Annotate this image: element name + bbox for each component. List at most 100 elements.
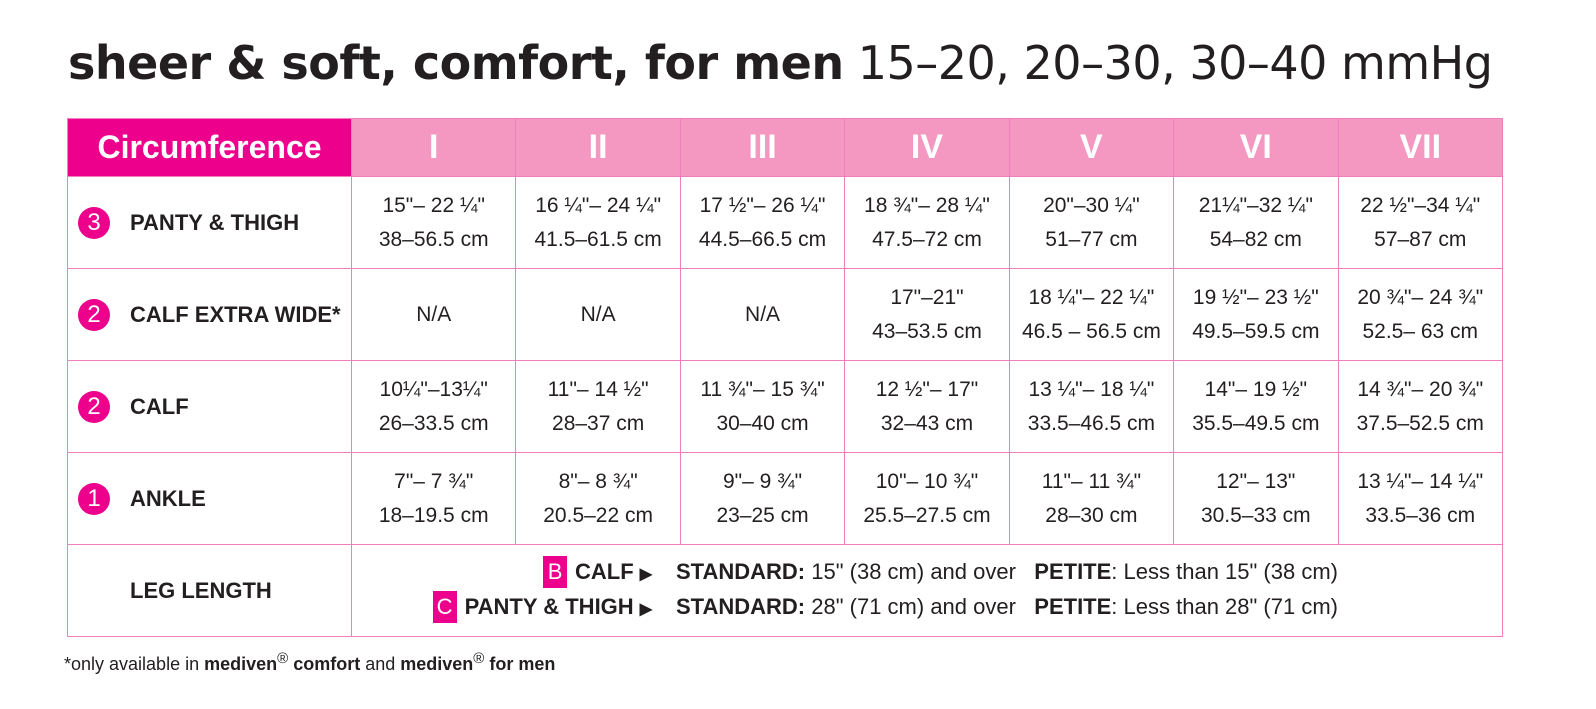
inches-value: 18 ¼"– 22 ¼" bbox=[1028, 285, 1155, 309]
size-cell: 7"– 7 ¾" 18–19.5 cm bbox=[350, 452, 517, 545]
header-size: I bbox=[350, 118, 517, 177]
header-size: V bbox=[1008, 118, 1175, 177]
standard-value: 15" (38 cm) and over bbox=[805, 558, 1016, 584]
brand: mediven bbox=[400, 654, 474, 674]
product: for men bbox=[484, 654, 556, 674]
cm-value: 44.5–66.5 cm bbox=[698, 227, 827, 251]
size-cell: 18 ¾"– 28 ¼" 47.5–72 cm bbox=[844, 176, 1010, 269]
inches-value: 14"– 19 ½" bbox=[1204, 377, 1308, 401]
cm-value: 46.5 – 56.5 cm bbox=[1021, 319, 1161, 343]
header-row: Circumference I II III IV V VI VII bbox=[67, 118, 1504, 177]
table-row: 1 ANKLE 7"– 7 ¾" 18–19.5 cm 8"– 8 ¾" 20.5–22 … bbox=[67, 452, 1504, 545]
cm-value: 51–77 cm bbox=[1045, 227, 1138, 251]
inches-value: 22 ½"–34 ¼" bbox=[1360, 193, 1481, 217]
footnote-text: and bbox=[360, 654, 401, 674]
cm-value: 20.5–22 cm bbox=[543, 503, 653, 527]
size-cell: N/A bbox=[679, 268, 846, 361]
cm-value: 35.5–49.5 cm bbox=[1192, 411, 1320, 435]
standard-value: 28" (71 cm) and over bbox=[805, 593, 1016, 619]
size-cell: 12"– 13" 30.5–33 cm bbox=[1173, 452, 1339, 545]
inches-value: 13 ¼"– 18 ¼" bbox=[1028, 377, 1155, 401]
inches-value: 13 ¼"– 14 ¼" bbox=[1357, 469, 1484, 493]
size-cell: 13 ¼"– 18 ¼" 33.5–46.5 cm bbox=[1008, 360, 1175, 453]
size-cell: 12 ½"– 17" 32–43 cm bbox=[844, 360, 1010, 453]
leg-length-row: LEG LENGTH B CALF ▶ STANDARD: 15" (38 cm) a… bbox=[67, 544, 1503, 637]
header-size: IV bbox=[844, 118, 1010, 177]
cm-value: 57–87 cm bbox=[1374, 227, 1467, 251]
size-cell: N/A bbox=[515, 268, 681, 361]
size-chart-table: Circumference I II III IV V VI VII 3 PANT… bbox=[67, 118, 1504, 637]
triangle-right-icon: ▶ bbox=[639, 600, 652, 618]
inches-value: 8"– 8 ¾" bbox=[558, 469, 638, 493]
size-cell: 20"–30 ¼" 51–77 cm bbox=[1008, 176, 1175, 269]
leg-length-label: LEG LENGTH bbox=[130, 577, 272, 603]
size-cell: 14 ¾"– 20 ¾" 37.5–52.5 cm bbox=[1337, 360, 1504, 453]
cm-value: 28–37 cm bbox=[552, 411, 645, 435]
size-cell: 17 ½"– 26 ¼" 44.5–66.5 cm bbox=[679, 176, 846, 269]
inches-value: 20"–30 ¼" bbox=[1043, 193, 1140, 217]
registered-mark: ® bbox=[473, 650, 485, 667]
product: comfort bbox=[288, 654, 361, 674]
leg-length-line: B CALF ▶ STANDARD: 15" (38 cm) and over PET… bbox=[352, 555, 1502, 591]
length-part: PANTY & THIGH bbox=[464, 593, 634, 619]
cm-value: 18–19.5 cm bbox=[378, 503, 489, 527]
petite-label: PETITE bbox=[1034, 593, 1112, 619]
row-label: CALF bbox=[130, 393, 189, 419]
cm-value: 32–43 cm bbox=[880, 411, 974, 435]
cm-value: 52.5– 63 cm bbox=[1362, 319, 1479, 343]
standard-label: STANDARD: bbox=[676, 558, 806, 584]
cm-value: 37.5–52.5 cm bbox=[1356, 411, 1484, 435]
size-cell: 9"– 9 ¾" 23–25 cm bbox=[679, 452, 846, 545]
size-cell: 18 ¼"– 22 ¼" 46.5 – 56.5 cm bbox=[1008, 268, 1175, 361]
zone-number-badge: 3 bbox=[78, 206, 110, 239]
size-cell: 8"– 8 ¾" 20.5–22 cm bbox=[515, 452, 681, 545]
row-label: ANKLE bbox=[130, 485, 206, 511]
length-tag: C bbox=[432, 590, 457, 623]
inches-value: 20 ¾"– 24 ¾" bbox=[1357, 285, 1484, 309]
size-cell: 20 ¾"– 24 ¾" 52.5– 63 cm bbox=[1337, 268, 1504, 361]
inches-value: 12 ½"– 17" bbox=[875, 377, 979, 401]
cm-value: 49.5–59.5 cm bbox=[1192, 319, 1320, 343]
cm-value: 38–56.5 cm bbox=[378, 227, 489, 251]
petite-value: : Less than 15" (38 cm) bbox=[1111, 558, 1338, 584]
leg-length-line: C PANTY & THIGH ▶ STANDARD: 28" (71 cm) and… bbox=[352, 590, 1502, 626]
cm-value: 28–30 cm bbox=[1045, 503, 1138, 527]
row-label: PANTY & THIGH bbox=[130, 209, 300, 235]
inches-value: 14 ¾"– 20 ¾" bbox=[1357, 377, 1484, 401]
size-cell: 21¼"–32 ¼" 54–82 cm bbox=[1173, 176, 1339, 269]
cm-value: 33.5–36 cm bbox=[1365, 503, 1476, 527]
petite-label: PETITE bbox=[1034, 558, 1112, 584]
table-row: 2 CALF 10¼"–13¼" 26–33.5 cm 11"– 14 ½" 28–37 … bbox=[67, 360, 1504, 453]
inches-value: 19 ½"– 23 ½" bbox=[1192, 285, 1319, 309]
inches-value: 10"– 10 ¾" bbox=[875, 469, 979, 493]
footnote: *only available in mediven® comfort and … bbox=[64, 650, 555, 675]
size-cell: 17"–21" 43–53.5 cm bbox=[844, 268, 1010, 361]
cm-value: 41.5–61.5 cm bbox=[534, 227, 662, 251]
size-cell: 11"– 11 ¾" 28–30 cm bbox=[1008, 452, 1175, 545]
inches-value: 17 ½"– 26 ¼" bbox=[699, 193, 826, 217]
inches-value: 11"– 14 ½" bbox=[547, 377, 649, 401]
zone-number-badge: 2 bbox=[78, 298, 110, 331]
header-size: II bbox=[515, 118, 681, 177]
brand: mediven bbox=[204, 654, 278, 674]
cm-value: 54–82 cm bbox=[1209, 227, 1302, 251]
size-cell: 13 ¼"– 14 ¼" 33.5–36 cm bbox=[1337, 452, 1504, 545]
size-cell: 10"– 10 ¾" 25.5–27.5 cm bbox=[844, 452, 1010, 545]
cm-value: 23–25 cm bbox=[716, 503, 809, 527]
registered-mark: ® bbox=[277, 650, 289, 667]
cm-value: 30–40 cm bbox=[716, 411, 809, 435]
inches-value: N/A bbox=[580, 302, 616, 326]
cm-value: 43–53.5 cm bbox=[872, 319, 982, 343]
length-part: CALF bbox=[575, 558, 634, 584]
size-cell: 14"– 19 ½" 35.5–49.5 cm bbox=[1173, 360, 1339, 453]
header-size: VI bbox=[1173, 118, 1339, 177]
table-row: 2 CALF EXTRA WIDE* N/A N/A N/A 17"–21" 43–53.5… bbox=[67, 268, 1504, 361]
size-cell: 19 ½"– 23 ½" 49.5–59.5 cm bbox=[1173, 268, 1339, 361]
cm-value: 25.5–27.5 cm bbox=[863, 503, 991, 527]
header-size: VII bbox=[1337, 118, 1504, 177]
inches-value: 21¼"–32 ¼" bbox=[1198, 193, 1313, 217]
inches-value: 18 ¾"– 28 ¼" bbox=[864, 193, 990, 217]
size-cell: 11 ¾"– 15 ¾" 30–40 cm bbox=[679, 360, 846, 453]
inches-value: 12"– 13" bbox=[1216, 469, 1296, 493]
size-cell: 10¼"–13¼" 26–33.5 cm bbox=[350, 360, 517, 453]
